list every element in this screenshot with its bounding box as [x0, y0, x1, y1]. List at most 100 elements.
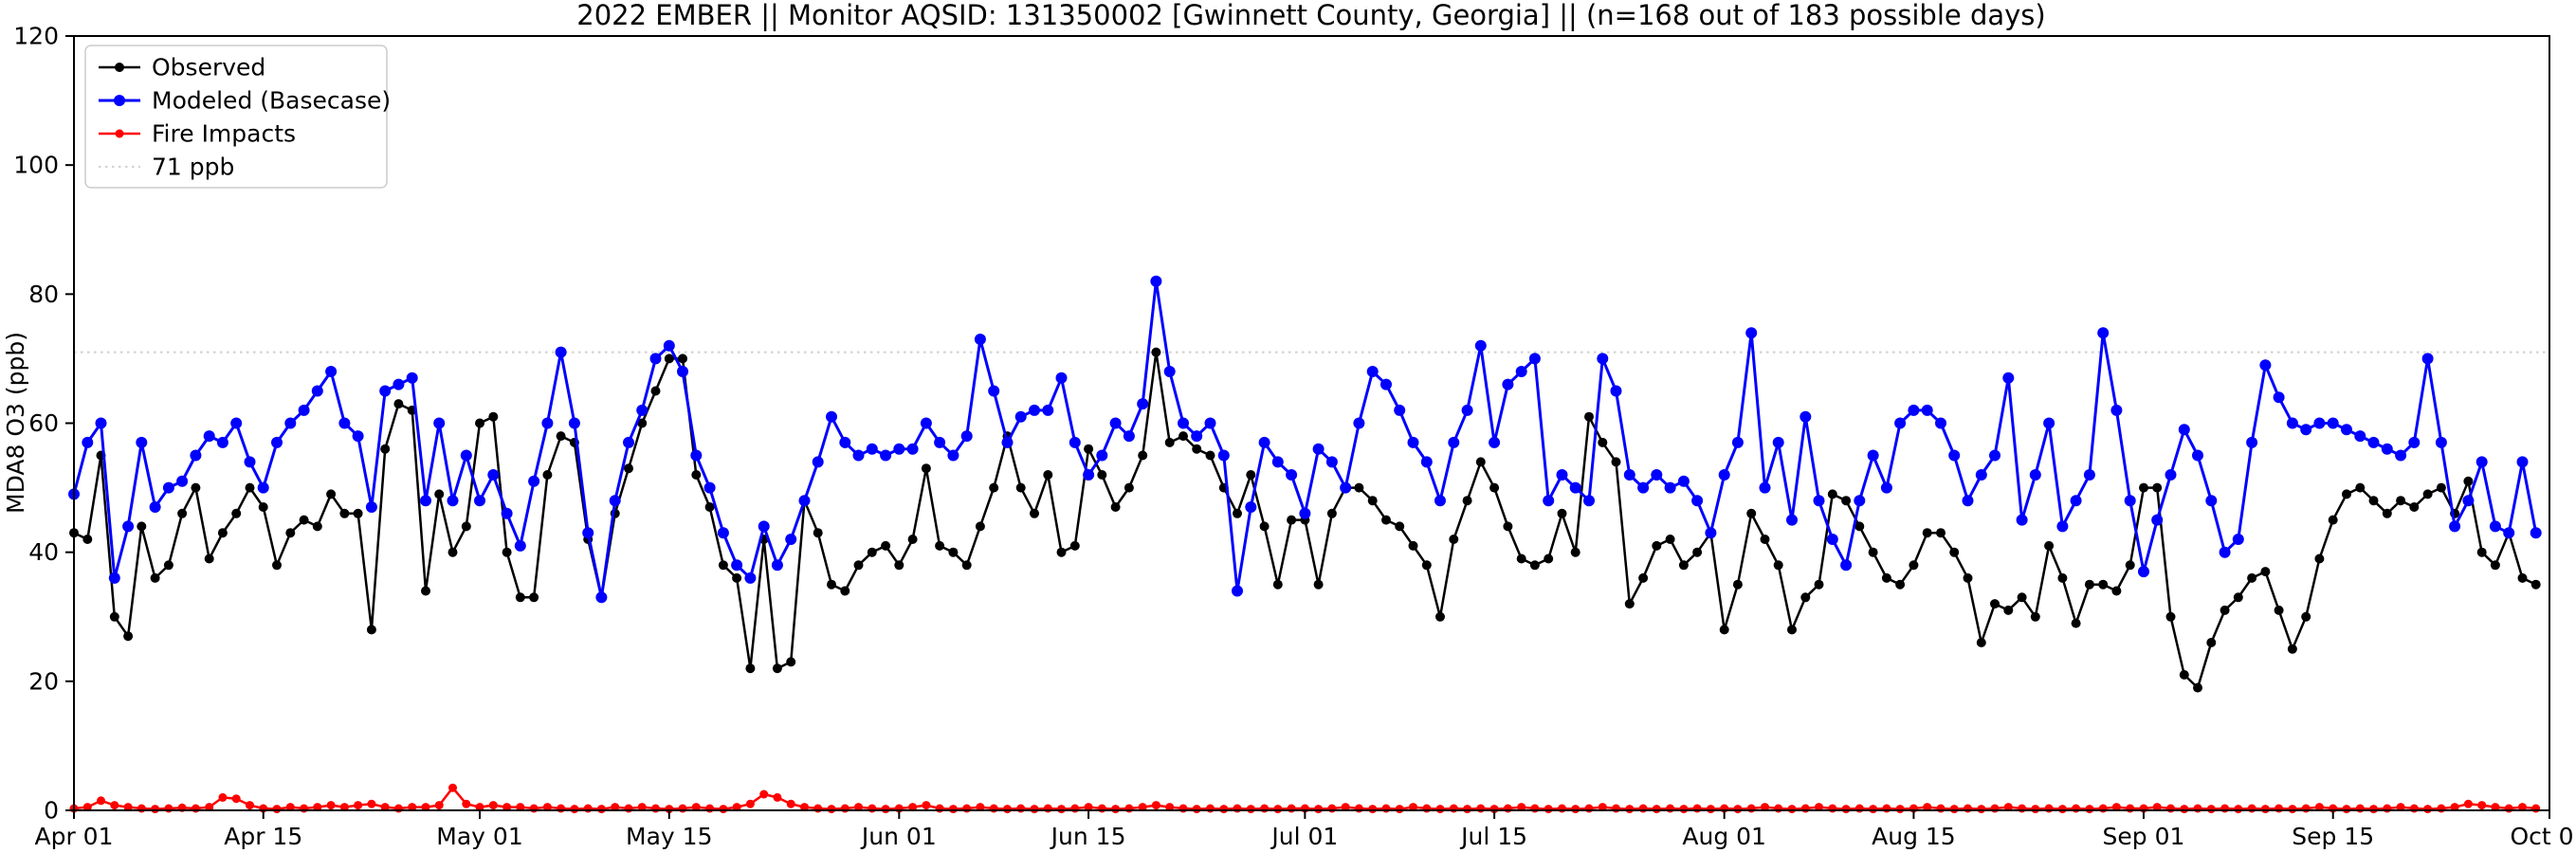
data-point-marker — [2098, 804, 2108, 813]
data-point-marker — [2396, 803, 2405, 812]
data-point-marker — [2287, 644, 2297, 654]
data-point-marker — [1677, 475, 1690, 487]
data-point-marker — [2504, 804, 2513, 813]
data-point-marker — [123, 803, 133, 812]
data-point-marker — [1922, 528, 1932, 538]
data-point-marker — [1069, 540, 1080, 551]
data-point-marker — [1151, 801, 1160, 810]
data-point-marker — [2152, 803, 2162, 812]
data-point-marker — [1042, 404, 1054, 416]
data-point-marker — [1949, 547, 1960, 557]
data-point-marker — [488, 411, 499, 422]
data-point-marker — [1476, 804, 1486, 813]
data-point-marker — [2111, 803, 2121, 812]
data-point-marker — [975, 521, 985, 532]
x-tick-label: Sep 15 — [2292, 823, 2374, 850]
data-point-marker — [2408, 436, 2421, 448]
x-tick-label: Sep 01 — [2103, 823, 2185, 850]
data-point-marker — [2247, 804, 2256, 813]
data-point-marker — [2409, 502, 2420, 512]
data-point-marker — [908, 803, 918, 812]
data-point-marker — [827, 805, 836, 814]
data-point-marker — [2071, 618, 2081, 628]
data-point-marker — [1110, 502, 1121, 512]
data-point-marker — [1055, 372, 1068, 384]
data-point-marker — [163, 560, 174, 571]
data-point-marker — [1138, 803, 1147, 812]
data-point-marker — [649, 353, 662, 365]
data-point-marker — [1746, 804, 1756, 813]
data-point-marker — [582, 527, 594, 539]
data-point-marker — [1800, 410, 1812, 423]
data-point-marker — [2517, 572, 2528, 583]
data-point-marker — [82, 803, 92, 812]
data-point-marker — [678, 804, 687, 813]
data-point-marker — [311, 385, 323, 397]
data-point-marker — [1787, 625, 1797, 635]
data-point-marker — [2489, 520, 2501, 533]
data-point-marker — [231, 794, 241, 804]
data-point-marker — [893, 443, 905, 455]
data-point-marker — [1746, 508, 1757, 518]
data-point-marker — [1584, 804, 1594, 813]
data-point-marker — [339, 508, 350, 518]
data-point-marker — [1543, 495, 1555, 507]
data-point-marker — [1271, 456, 1284, 468]
data-point-marker — [2193, 804, 2202, 813]
data-point-marker — [1109, 417, 1122, 429]
data-point-marker — [1245, 501, 1257, 513]
data-point-marker — [462, 799, 471, 808]
data-point-marker — [246, 801, 254, 810]
data-point-marker — [353, 508, 363, 518]
data-point-marker — [338, 417, 351, 429]
data-point-marker — [230, 417, 243, 429]
data-point-marker — [2056, 520, 2069, 533]
data-point-marker — [1815, 803, 1823, 812]
data-point-marker — [1557, 508, 1567, 518]
data-point-marker — [1057, 805, 1066, 814]
data-point-marker — [798, 495, 811, 507]
data-point-marker — [1097, 804, 1106, 813]
data-point-marker — [840, 804, 850, 813]
data-point-marker — [2382, 508, 2392, 518]
data-point-marker — [1652, 540, 1662, 551]
data-point-marker — [1584, 411, 1594, 422]
data-point-marker — [1434, 495, 1446, 507]
data-point-marker — [1923, 803, 1932, 812]
data-point-marker — [97, 796, 105, 806]
y-axis-label: MDA8 O3 (ppb) — [2, 332, 29, 514]
data-point-marker — [1854, 495, 1866, 507]
data-point-marker — [1840, 559, 1853, 572]
data-point-marker — [2301, 611, 2311, 622]
data-point-marker — [745, 663, 756, 674]
data-point-marker — [1638, 572, 1649, 583]
data-point-marker — [881, 540, 891, 551]
data-point-marker — [2097, 327, 2110, 339]
data-point-marker — [1502, 378, 1514, 390]
data-point-marker — [2477, 801, 2487, 810]
data-point-marker — [555, 346, 567, 358]
data-point-marker — [1732, 579, 1743, 590]
data-point-marker — [826, 410, 837, 423]
data-point-marker — [1381, 515, 1391, 525]
data-point-marker — [434, 489, 445, 499]
data-point-marker — [365, 501, 377, 513]
data-point-marker — [1043, 470, 1053, 480]
data-point-marker — [1217, 449, 1230, 462]
y-tick-label: 100 — [13, 152, 59, 179]
data-point-marker — [2463, 476, 2474, 486]
data-point-marker — [1204, 417, 1216, 429]
data-point-marker — [1652, 805, 1661, 814]
data-point-marker — [1354, 482, 1364, 493]
data-point-marker — [866, 443, 878, 455]
data-point-marker — [2462, 495, 2475, 507]
data-point-marker — [1571, 805, 1580, 814]
data-point-marker — [1192, 805, 1201, 814]
data-point-marker — [285, 803, 295, 812]
data-point-marker — [1260, 804, 1270, 813]
data-point-marker — [880, 449, 892, 462]
legend-marker-sample — [115, 63, 124, 72]
data-point-marker — [218, 792, 228, 802]
legend: Observed Modeled (Basecase) Fire Impacts 71… — [84, 45, 391, 189]
data-point-marker — [541, 417, 554, 429]
